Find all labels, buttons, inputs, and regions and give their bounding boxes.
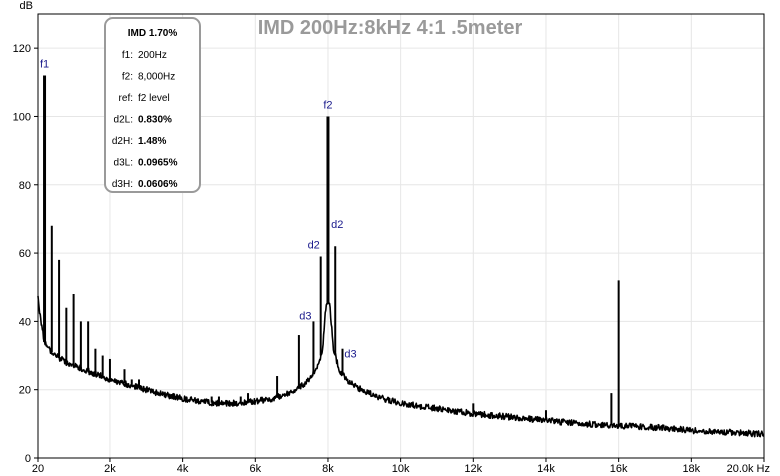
y-axis: 0 20 40 60 80 100 120 xyxy=(13,43,38,465)
x-tick-label: 2k xyxy=(104,463,116,475)
peak-label-f2: f2 xyxy=(323,99,332,111)
info-box-row-value: 0.830% xyxy=(138,115,172,126)
info-box-row-label: d3H: xyxy=(112,179,133,190)
info-box-row-label: d3L: xyxy=(114,158,133,169)
peak-annotations: f1 f2 d2 d2 d3 d3 xyxy=(40,58,357,360)
info-box-row-value: 0.0606% xyxy=(138,179,178,190)
imd-info-box: IMD 1.70% f1: 200Hz f2: 8,000Hz ref: f2 level d… xyxy=(104,17,201,193)
info-box-row-value: 8,000Hz xyxy=(138,72,175,83)
x-tick-label: 6k xyxy=(249,463,261,475)
info-box-row-label: f2: xyxy=(122,72,133,83)
peak-label-d2: d2 xyxy=(308,239,320,251)
x-tick-label: 20 xyxy=(32,463,44,475)
y-tick-label: 20 xyxy=(19,385,31,397)
peak-label-d3: d3 xyxy=(344,349,356,361)
info-box-frame xyxy=(104,17,201,193)
info-box-row-label: d2L: xyxy=(114,115,133,126)
info-box-row-value: 1.48% xyxy=(138,136,166,147)
x-tick-label: 10k xyxy=(392,463,410,475)
info-box-header: IMD 1.70% xyxy=(128,28,178,39)
peak-label-d2: d2 xyxy=(331,219,343,231)
peak-label-f1: f1 xyxy=(40,58,49,70)
peak-label-d3: d3 xyxy=(299,310,311,322)
info-box-row-value: 0.0965% xyxy=(138,158,178,169)
y-tick-label: 80 xyxy=(19,180,31,192)
y-axis-label: dB xyxy=(20,0,33,12)
x-tick-label: 14k xyxy=(537,463,555,475)
x-tick-label: 12k xyxy=(464,463,482,475)
y-tick-label: 60 xyxy=(19,248,31,260)
info-box-row-label: ref: xyxy=(119,93,133,104)
x-axis: 20 2k 4k 6k 8k 10k 12k 14k 16k 18k 20.0k Hz xyxy=(32,458,770,475)
noise-floor-line xyxy=(37,295,765,438)
x-tick-label: 20.0k Hz xyxy=(727,463,770,475)
chart-title: IMD 200Hz:8kHz 4:1 .5meter xyxy=(258,17,523,39)
y-tick-label: 0 xyxy=(25,453,31,465)
x-tick-label: 4k xyxy=(177,463,189,475)
y-tick-label: 120 xyxy=(13,43,31,55)
y-tick-label: 100 xyxy=(13,111,31,123)
spectrum-series xyxy=(37,75,765,438)
x-tick-label: 18k xyxy=(682,463,700,475)
y-tick-label: 40 xyxy=(19,316,31,328)
x-tick-label: 8k xyxy=(322,463,334,475)
info-box-row-value: 200Hz xyxy=(138,50,167,61)
x-tick-label: 16k xyxy=(610,463,628,475)
info-box-row-label: d2H: xyxy=(112,136,133,147)
info-box-row-label: f1: xyxy=(122,50,133,61)
info-box-row-value: f2 level xyxy=(138,93,170,104)
